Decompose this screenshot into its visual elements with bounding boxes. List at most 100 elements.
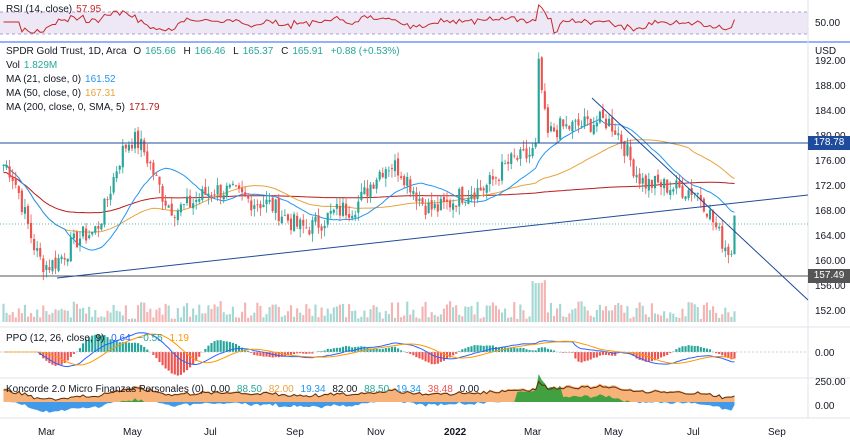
candle-body — [29, 222, 33, 239]
candle-body — [531, 148, 534, 157]
rsi-tick: 50.00 — [815, 18, 840, 29]
price-tick: 176.00 — [815, 156, 846, 167]
ppo-hist-bar — [259, 352, 262, 356]
candle-body — [433, 203, 436, 209]
candle-body — [614, 130, 617, 135]
ppo-hist-bar — [293, 352, 296, 354]
candle-body — [387, 170, 390, 172]
volume-bar — [412, 309, 415, 322]
ppo-hist-bar — [534, 350, 537, 352]
volume-bar — [335, 306, 338, 322]
koncorde-value: 88.50 — [236, 384, 262, 395]
candle-body — [78, 238, 82, 246]
volume-bar — [36, 309, 39, 322]
price-axis[interactable]: USD 192.00 188.00 184.00 180.00 176.00 1… — [815, 18, 846, 412]
candle-body — [106, 199, 109, 201]
ppo-hist-bar — [427, 352, 430, 363]
ppo-hist-bar — [348, 346, 351, 352]
ppo-hist-bar — [580, 352, 583, 363]
koncorde-legend[interactable]: Koncorde 2.0 Micro Finanzas Personales (… — [6, 383, 483, 397]
ppo-hist-bar — [121, 342, 124, 352]
price-tick: 172.00 — [815, 181, 846, 192]
price-tick: 160.00 — [815, 256, 846, 267]
ppo-hist-bar — [418, 352, 421, 359]
ppo-hist-bar — [571, 352, 574, 353]
candle-body — [559, 118, 562, 140]
ppo-hist-bar — [351, 347, 354, 352]
ppo-hist-bar — [653, 352, 657, 361]
candle-body — [308, 230, 311, 235]
volume-bar — [546, 312, 549, 322]
candle-body — [675, 180, 678, 189]
volume-bar — [448, 301, 452, 322]
volume-bar — [247, 317, 250, 322]
ppo-hist-bar — [207, 345, 210, 352]
candle-body — [85, 228, 88, 241]
candle-body — [390, 168, 394, 170]
volume-bar — [418, 318, 421, 322]
volume-bar — [476, 301, 479, 322]
volume-bar — [112, 304, 115, 322]
ppo-legend[interactable]: PPO (12, 26, close, 9) 0.64 −0.55 1.19 — [6, 332, 193, 346]
volume-bar — [516, 318, 519, 322]
ppo-hist-bar — [302, 352, 305, 354]
ascending-trendline[interactable] — [56, 194, 809, 279]
ppo-hist-bar — [311, 352, 314, 354]
volume-bar — [17, 308, 20, 322]
volume-bar — [308, 308, 311, 322]
volume-bar — [568, 313, 571, 322]
candle-body — [436, 204, 439, 212]
candle-body — [118, 165, 121, 170]
volume-bar — [608, 310, 611, 322]
descending-trendline[interactable] — [591, 97, 809, 301]
candle-body — [152, 162, 155, 175]
candle-body — [470, 194, 473, 200]
ppo-hist-bar — [329, 349, 332, 352]
volume-bar — [338, 304, 342, 322]
candle-body — [140, 138, 143, 151]
volume-bar — [81, 307, 85, 322]
volume-bar — [415, 317, 418, 322]
ppo-hist-bar — [216, 340, 219, 352]
candle-body — [195, 200, 198, 202]
volume-bar — [672, 313, 675, 322]
volume-bar — [696, 307, 699, 322]
resistance-price-tag: 178.78 — [808, 136, 850, 150]
candle-body — [421, 198, 424, 204]
rsi-legend[interactable]: RSI (14, close) 57.95 — [6, 3, 105, 17]
price-tick: 184.00 — [815, 106, 846, 117]
candle-body — [253, 205, 256, 209]
ppo-hist-bar — [234, 343, 238, 352]
rsi-band — [0, 12, 808, 34]
volume-bar — [378, 312, 381, 322]
candle-body — [161, 185, 164, 202]
volume-bar — [632, 316, 635, 322]
volume-bar — [604, 306, 608, 322]
time-tick: Mar — [38, 427, 56, 438]
candle-body — [219, 184, 222, 198]
candle-body — [406, 176, 409, 186]
candle-body — [672, 189, 675, 192]
volume-bar — [369, 309, 372, 322]
candle-body — [384, 169, 387, 179]
koncorde-title: Koncorde 2.0 Micro Finanzas Personales (… — [6, 384, 204, 395]
ppo-hist-bar — [730, 352, 733, 360]
candle-body — [121, 145, 124, 168]
candle-body — [100, 223, 103, 230]
ppo-hist-bar — [663, 352, 666, 357]
main-legend[interactable]: SPDR Gold Trust, 1D, Arca O 165.66 H 166.4… — [6, 45, 404, 115]
time-axis[interactable]: Mar May Jul Sep Nov 2022 Mar May Jul Sep — [38, 427, 786, 438]
ppo-hist-bar — [42, 352, 45, 359]
candle-body — [678, 181, 681, 188]
volume-bar — [611, 310, 614, 322]
ppo-hist-bar — [265, 352, 268, 357]
volume-bar — [320, 307, 323, 322]
candle-body — [400, 176, 403, 178]
volume-bar — [207, 305, 210, 322]
volume-bar — [143, 302, 146, 322]
volume-bar — [326, 308, 329, 322]
ppo-hist-bar — [118, 342, 121, 352]
candle-body — [280, 216, 283, 224]
price-tick: 168.00 — [815, 206, 846, 217]
